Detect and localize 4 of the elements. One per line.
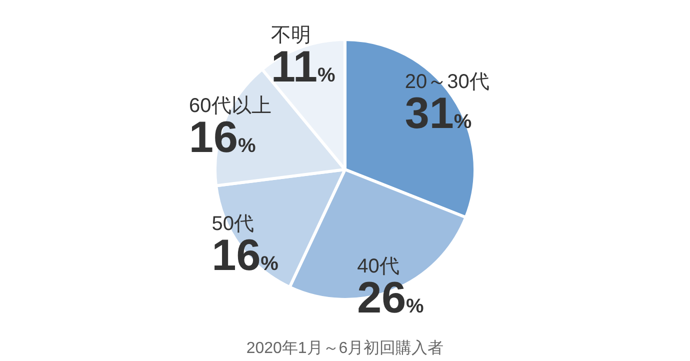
text: 2020年1月～6月初回購入者: [246, 339, 444, 357]
slice-label: 不明: [271, 24, 312, 46]
slice-label: 60代以上: [189, 95, 272, 118]
slice-label: 40代: [357, 255, 400, 278]
